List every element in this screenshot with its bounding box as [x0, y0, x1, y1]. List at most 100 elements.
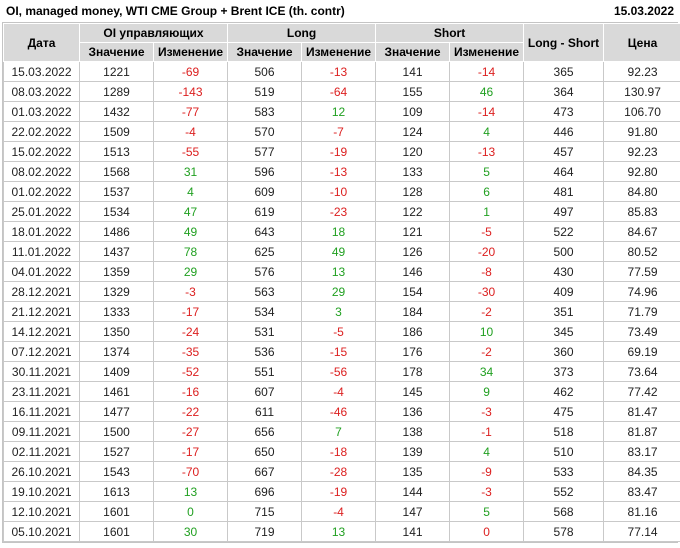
- long-short-cell: 462: [523, 381, 605, 402]
- short-change-cell: 5: [449, 501, 525, 522]
- long-change-cell: 13: [301, 261, 377, 282]
- long-change-cell: 29: [301, 281, 377, 302]
- long-value-cell: 576: [227, 261, 303, 282]
- table-row: 28.12.2021 1329 -3 563 29 154 -30 409 74.96: [3, 281, 680, 302]
- date-cell: 01.03.2022: [3, 101, 80, 122]
- table-row: 01.03.2022 1432 -77 583 12 109 -14 473 106.70: [3, 101, 680, 122]
- short-change-cell: -5: [449, 221, 525, 242]
- oi-value-cell: 1601: [79, 501, 154, 522]
- short-value-cell: 136: [375, 401, 451, 422]
- long-change-cell: -13: [301, 61, 377, 82]
- oi-value-cell: 1329: [79, 281, 154, 302]
- short-change-cell: 4: [449, 441, 525, 462]
- long-short-cell: 430: [523, 261, 605, 282]
- long-short-cell: 578: [523, 521, 605, 542]
- oi-change-cell: -69: [152, 61, 229, 82]
- long-short-cell: 500: [523, 241, 605, 262]
- long-value-cell: 656: [227, 421, 303, 442]
- oi-change-cell: 0: [152, 501, 229, 522]
- long-change-cell: -18: [301, 441, 377, 462]
- price-cell: 91.80: [603, 121, 680, 142]
- col-header-short-group: Short: [375, 23, 525, 43]
- col-header-oi-group: OI управляющих: [78, 23, 229, 43]
- long-change-cell: -64: [301, 81, 377, 102]
- date-cell: 15.03.2022: [3, 61, 80, 82]
- col-header-price: Цена: [603, 23, 680, 62]
- date-cell: 12.10.2021: [3, 501, 80, 522]
- short-change-cell: 34: [449, 361, 525, 382]
- long-short-cell: 373: [523, 361, 605, 382]
- short-change-cell: 5: [449, 161, 525, 182]
- date-cell: 30.11.2021: [3, 361, 80, 382]
- col-header-long-short: Long - Short: [523, 23, 605, 62]
- long-short-cell: 464: [523, 161, 605, 182]
- price-cell: 80.52: [603, 241, 680, 262]
- short-change-cell: -3: [449, 401, 525, 422]
- header-row-subcolumns: Значение Изменение Значение Изменение Зн…: [4, 42, 680, 62]
- oi-value-cell: 1613: [79, 481, 154, 502]
- table-row: 04.01.2022 1359 29 576 13 146 -8 430 77.59: [3, 261, 680, 282]
- long-value-cell: 534: [227, 301, 303, 322]
- price-cell: 74.96: [603, 281, 680, 302]
- price-cell: 73.49: [603, 321, 680, 342]
- oi-value-cell: 1509: [79, 121, 154, 142]
- long-change-cell: -19: [301, 481, 377, 502]
- oi-change-cell: -55: [152, 141, 229, 162]
- table-row: 01.02.2022 1537 4 609 -10 128 6 481 84.80: [3, 181, 680, 202]
- oi-change-cell: 78: [152, 241, 229, 262]
- long-change-cell: 3: [301, 301, 377, 322]
- oi-change-cell: 4: [152, 181, 229, 202]
- short-change-cell: -14: [449, 101, 525, 122]
- oi-change-cell: -52: [152, 361, 229, 382]
- long-short-cell: 345: [523, 321, 605, 342]
- short-value-cell: 178: [375, 361, 451, 382]
- short-value-cell: 144: [375, 481, 451, 502]
- oi-change-cell: -70: [152, 461, 229, 482]
- oi-value-cell: 1461: [79, 381, 154, 402]
- col-header-oi-change: Изменение: [152, 42, 229, 62]
- short-value-cell: 154: [375, 281, 451, 302]
- oi-value-cell: 1486: [79, 221, 154, 242]
- long-change-cell: 49: [301, 241, 377, 262]
- long-short-cell: 475: [523, 401, 605, 422]
- short-value-cell: 109: [375, 101, 451, 122]
- long-change-cell: 7: [301, 421, 377, 442]
- price-cell: 77.42: [603, 381, 680, 402]
- report-date: 15.03.2022: [613, 4, 674, 18]
- oi-value-cell: 1221: [79, 61, 154, 82]
- short-value-cell: 138: [375, 421, 451, 442]
- long-value-cell: 667: [227, 461, 303, 482]
- table-row: 07.12.2021 1374 -35 536 -15 176 -2 360 69.19: [3, 341, 680, 362]
- table-row: 14.12.2021 1350 -24 531 -5 186 10 345 73.49: [3, 321, 680, 342]
- table-row: 08.02.2022 1568 31 596 -13 133 5 464 92.80: [3, 161, 680, 182]
- short-change-cell: -1: [449, 421, 525, 442]
- oi-change-cell: -27: [152, 421, 229, 442]
- short-value-cell: 176: [375, 341, 451, 362]
- date-cell: 28.12.2021: [3, 281, 80, 302]
- oi-change-cell: -35: [152, 341, 229, 362]
- col-header-long-value: Значение: [227, 42, 303, 62]
- short-change-cell: -20: [449, 241, 525, 262]
- table-row: 15.03.2022 1221 -69 506 -13 141 -14 365 92.23: [3, 61, 680, 82]
- long-change-cell: -13: [301, 161, 377, 182]
- oi-change-cell: -4: [152, 121, 229, 142]
- table-row: 22.02.2022 1509 -4 570 -7 124 4 446 91.80: [3, 121, 680, 142]
- table-row: 16.11.2021 1477 -22 611 -46 136 -3 475 81.47: [3, 401, 680, 422]
- table-row: 11.01.2022 1437 78 625 49 126 -20 500 80.52: [3, 241, 680, 262]
- long-change-cell: -46: [301, 401, 377, 422]
- long-value-cell: 609: [227, 181, 303, 202]
- oi-change-cell: -24: [152, 321, 229, 342]
- long-value-cell: 536: [227, 341, 303, 362]
- price-cell: 83.47: [603, 481, 680, 502]
- long-value-cell: 643: [227, 221, 303, 242]
- long-short-cell: 518: [523, 421, 605, 442]
- short-change-cell: 6: [449, 181, 525, 202]
- oi-value-cell: 1537: [79, 181, 154, 202]
- short-value-cell: 133: [375, 161, 451, 182]
- long-value-cell: 583: [227, 101, 303, 122]
- price-cell: 71.79: [603, 301, 680, 322]
- oi-value-cell: 1374: [79, 341, 154, 362]
- oi-value-cell: 1437: [79, 241, 154, 262]
- oi-change-cell: -17: [152, 301, 229, 322]
- price-cell: 84.67: [603, 221, 680, 242]
